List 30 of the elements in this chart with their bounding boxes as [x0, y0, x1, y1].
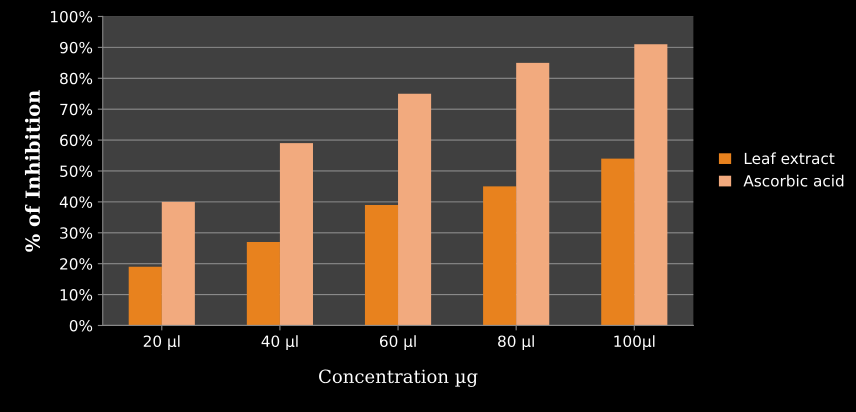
bar	[634, 44, 668, 326]
bar	[280, 143, 313, 326]
bar	[601, 158, 634, 326]
legend-label: Leaf extract	[744, 152, 834, 164]
y-tick-label: 60%	[60, 134, 92, 146]
y-tick-label: 90%	[60, 42, 92, 54]
x-tick-label: 80 µl	[498, 335, 534, 350]
bar	[516, 62, 550, 326]
y-tick-label: 30%	[60, 227, 92, 239]
y-axis-title: % of Inhibition	[24, 90, 40, 252]
bar	[128, 266, 162, 326]
legend-label: Ascorbic acid	[743, 174, 844, 187]
y-tick-label: 20%	[60, 258, 92, 270]
bar	[246, 242, 280, 326]
bar	[398, 94, 432, 326]
x-tick-label: 100µl	[614, 335, 654, 350]
x-axis-title: Concentration µg	[319, 369, 478, 387]
bar	[364, 204, 398, 326]
y-tick-label: 40%	[60, 196, 92, 208]
x-tick-label: 40 µl	[262, 335, 298, 350]
bar	[162, 202, 195, 326]
y-tick-label: 50%	[60, 165, 92, 177]
y-tick-label: 70%	[60, 104, 92, 116]
y-tick-label: 10%	[60, 289, 92, 301]
y-tick-label: 100%	[51, 10, 92, 22]
y-tick-label: 80%	[60, 72, 92, 84]
y-tick-label: 0%	[70, 320, 92, 332]
x-tick-label: 20 µl	[144, 335, 180, 350]
x-tick-label: 60 µl	[380, 335, 416, 350]
bar	[483, 186, 516, 326]
